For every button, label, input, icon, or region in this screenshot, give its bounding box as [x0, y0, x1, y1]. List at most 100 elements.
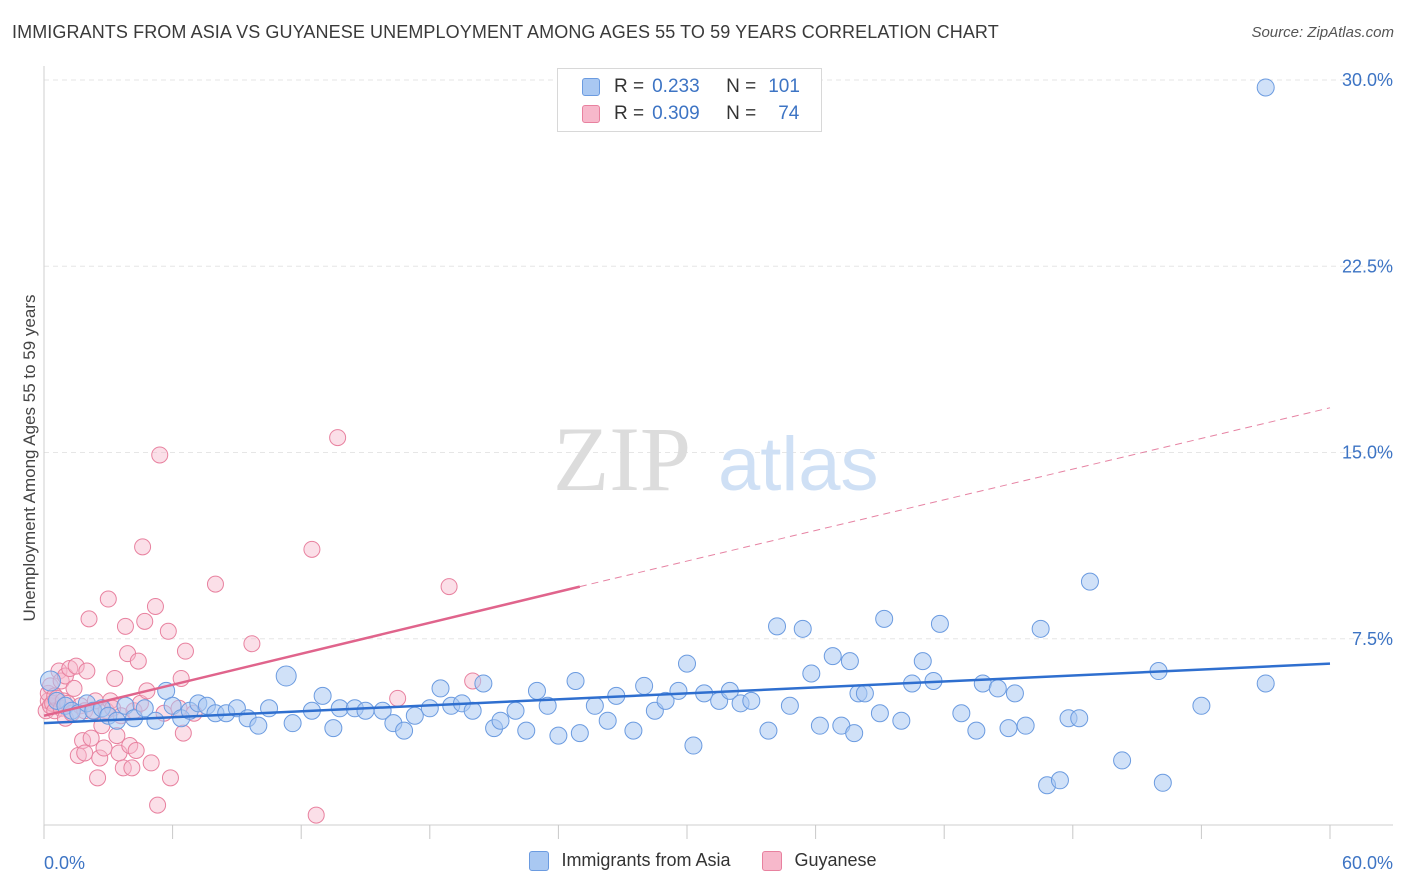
watermark-zip: ZIP	[553, 408, 691, 510]
guyanese-point	[114, 759, 132, 777]
asia-point	[39, 670, 61, 692]
asia-point	[870, 704, 889, 723]
asia-point	[678, 654, 696, 673]
asia-point	[1016, 716, 1035, 735]
asia-point	[988, 679, 1007, 698]
guyanese-point	[78, 662, 96, 680]
guyanese-point	[99, 590, 117, 608]
watermark: ZIP atlas	[553, 408, 879, 510]
guyanese-point	[129, 652, 147, 670]
legend-row-guyanese: R = 0.309 N = 74	[582, 101, 799, 127]
x-tick-label-max: 60.0%	[1342, 853, 1393, 873]
grid-layer	[44, 79, 1393, 640]
guyanese-point	[127, 742, 145, 759]
asia-point	[768, 617, 787, 636]
guyanese-point	[67, 657, 85, 675]
asia-point	[570, 724, 589, 743]
guyanese-point	[80, 610, 98, 628]
watermark-atlas: atlas	[718, 422, 879, 507]
asia-point	[793, 619, 812, 638]
guyanese-point	[440, 578, 458, 596]
guyanese-point	[134, 538, 152, 556]
asia-point	[566, 671, 585, 690]
asia-point	[163, 696, 182, 715]
asia-legend-swatch	[529, 850, 550, 871]
y-tick-label: 30.0%	[1342, 70, 1393, 90]
y-tick-label: 15.0%	[1342, 443, 1393, 463]
guyanese-point	[95, 739, 113, 757]
guyanese-point	[65, 679, 83, 697]
y-axis-title: Unemployment Among Ages 55 to 59 years	[20, 295, 39, 622]
y-tick-label: 7.5%	[1352, 629, 1393, 649]
guyanese-point	[142, 754, 160, 772]
asia-point	[275, 665, 297, 687]
asia-point	[283, 714, 302, 733]
legend-item-asia[interactable]: Immigrants from Asia	[529, 850, 730, 871]
guyanese-n-label: N =	[726, 103, 757, 124]
guyanese-point	[123, 759, 141, 777]
asia-point	[1256, 78, 1275, 97]
guyanese-point	[89, 769, 107, 787]
asia-r-label: R =	[614, 76, 645, 97]
asia-point	[1256, 674, 1275, 693]
asia-point	[892, 711, 911, 730]
guyanese-point	[91, 749, 109, 767]
asia-point	[146, 711, 165, 730]
asia-point	[249, 716, 268, 735]
asia-point	[1153, 773, 1172, 792]
guyanese-r-value: 0.309	[652, 103, 700, 124]
asia-point	[474, 674, 493, 693]
asia-point	[491, 711, 510, 730]
asia-point	[967, 721, 986, 740]
y-tick-label: 22.5%	[1342, 256, 1393, 276]
asia-point	[952, 704, 971, 723]
asia-point	[635, 676, 654, 695]
asia-point	[506, 701, 525, 720]
asia-legend-label: Immigrants from Asia	[561, 850, 731, 870]
guyanese-point	[206, 575, 224, 593]
guyanese-point	[174, 724, 192, 742]
legend-item-guyanese[interactable]: Guyanese	[762, 850, 877, 871]
trend-lines	[43, 407, 1331, 725]
asia-n-value: 101	[768, 76, 800, 97]
asia-point	[420, 699, 439, 718]
guyanese-legend-swatch	[762, 850, 783, 871]
asia-point	[913, 652, 932, 671]
asia-point	[313, 686, 332, 705]
asia-point	[1113, 751, 1132, 770]
asia-point	[875, 609, 894, 628]
asia-point	[135, 699, 154, 718]
guyanese-point	[176, 642, 194, 660]
asia-point	[759, 721, 778, 740]
asia-point	[527, 681, 546, 700]
asia-point	[431, 679, 450, 698]
asia-point	[855, 684, 874, 703]
asia-point	[845, 724, 864, 743]
guyanese-trend-line	[43, 585, 581, 717]
asia-swatch	[582, 78, 600, 96]
source-credit: Source: ZipAtlas.com	[1251, 24, 1394, 41]
asia-point	[1192, 696, 1211, 715]
asia-point	[656, 691, 675, 710]
guyanese-point	[303, 540, 321, 558]
guyanese-point	[161, 769, 179, 787]
guyanese-r-label: R =	[614, 103, 645, 124]
asia-point	[395, 721, 414, 740]
asia-point	[840, 652, 859, 671]
guyanese-trend-extension	[579, 407, 1331, 588]
guyanese-point	[151, 446, 169, 464]
guyanese-point	[146, 597, 164, 615]
guyanese-point	[329, 429, 347, 447]
guyanese-point	[159, 622, 177, 640]
asia-point	[517, 721, 536, 740]
chart-title: IMMIGRANTS FROM ASIA VS GUYANESE UNEMPLO…	[12, 22, 999, 42]
asia-point	[999, 719, 1018, 738]
asia-point	[669, 681, 688, 700]
asia-point	[1080, 572, 1099, 591]
legend-row-asia: R = 0.233 N = 101	[582, 74, 800, 100]
guyanese-point	[243, 635, 261, 653]
asia-point	[324, 719, 343, 738]
guyanese-legend-label: Guyanese	[794, 850, 877, 870]
series-legend: Immigrants from Asia Guyanese	[0, 850, 1406, 871]
